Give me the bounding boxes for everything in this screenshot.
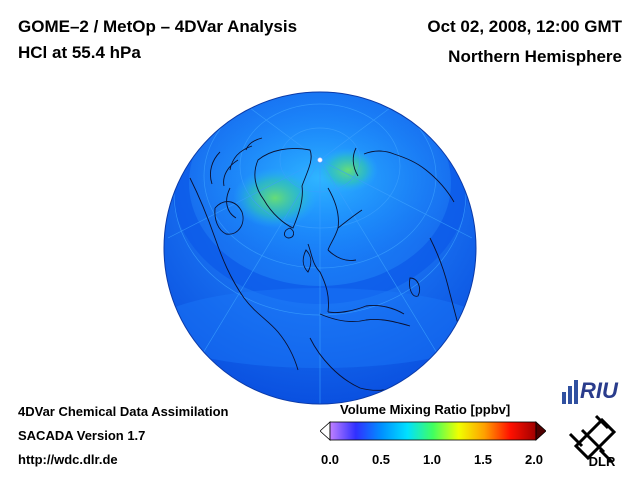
scandinavia-coast (327, 187, 363, 261)
colorbar-low-arrow (320, 421, 331, 441)
colorbar-gradient (329, 421, 537, 441)
globe-map (163, 91, 477, 405)
riu-logo: RIU (562, 378, 619, 404)
title-line-1: GOME–2 / MetOp – 4DVar Analysis (18, 17, 298, 36)
iceland-coast (283, 227, 295, 239)
greenland-coast (254, 148, 312, 229)
date-time-label: Oct 02, 2008, 12:00 GMT (427, 17, 622, 36)
uk-coast (302, 249, 312, 273)
north-pole-marker (317, 157, 323, 163)
colorbar-tick-label: 1.0 (422, 452, 442, 467)
colorbar-high-arrow (535, 421, 546, 441)
colorbar-tick-label: 2.0 (524, 452, 544, 467)
siberia-coast (363, 150, 455, 203)
colorbar-tick-label: 0.0 (320, 452, 340, 467)
colorbar-title: Volume Mixing Ratio [ppbv] (340, 402, 511, 417)
riu-logo-text: RIU (580, 378, 619, 403)
colorbar-tick-label: 1.5 (473, 452, 493, 467)
north-america-coast (189, 177, 299, 371)
greenland-enhancement (233, 168, 317, 228)
hudson-bay-coast (214, 201, 244, 235)
colorbar-tick-label: 0.5 (371, 452, 391, 467)
asia-coast (429, 237, 461, 333)
dlr-logo: DLR (568, 414, 617, 468)
dlr-logo-text: DLR (589, 454, 616, 468)
hemisphere-label: Northern Hemisphere (448, 47, 622, 66)
europe-coast (307, 243, 405, 315)
title-line-2: HCl at 55.4 hPa (18, 43, 141, 62)
footer-line-1: 4DVar Chemical Data Assimilation (18, 404, 229, 419)
canadian-archipelago-coast (209, 137, 263, 219)
novaya-zemlya-coast (352, 147, 359, 177)
footer-line-2: SACADA Version 1.7 (18, 428, 146, 443)
coastlines (189, 137, 461, 391)
mediterranean-coast (319, 313, 411, 327)
caspian-coast (409, 277, 421, 297)
colorbar (320, 421, 546, 441)
footer-url: http://wdc.dlr.de (18, 452, 118, 467)
